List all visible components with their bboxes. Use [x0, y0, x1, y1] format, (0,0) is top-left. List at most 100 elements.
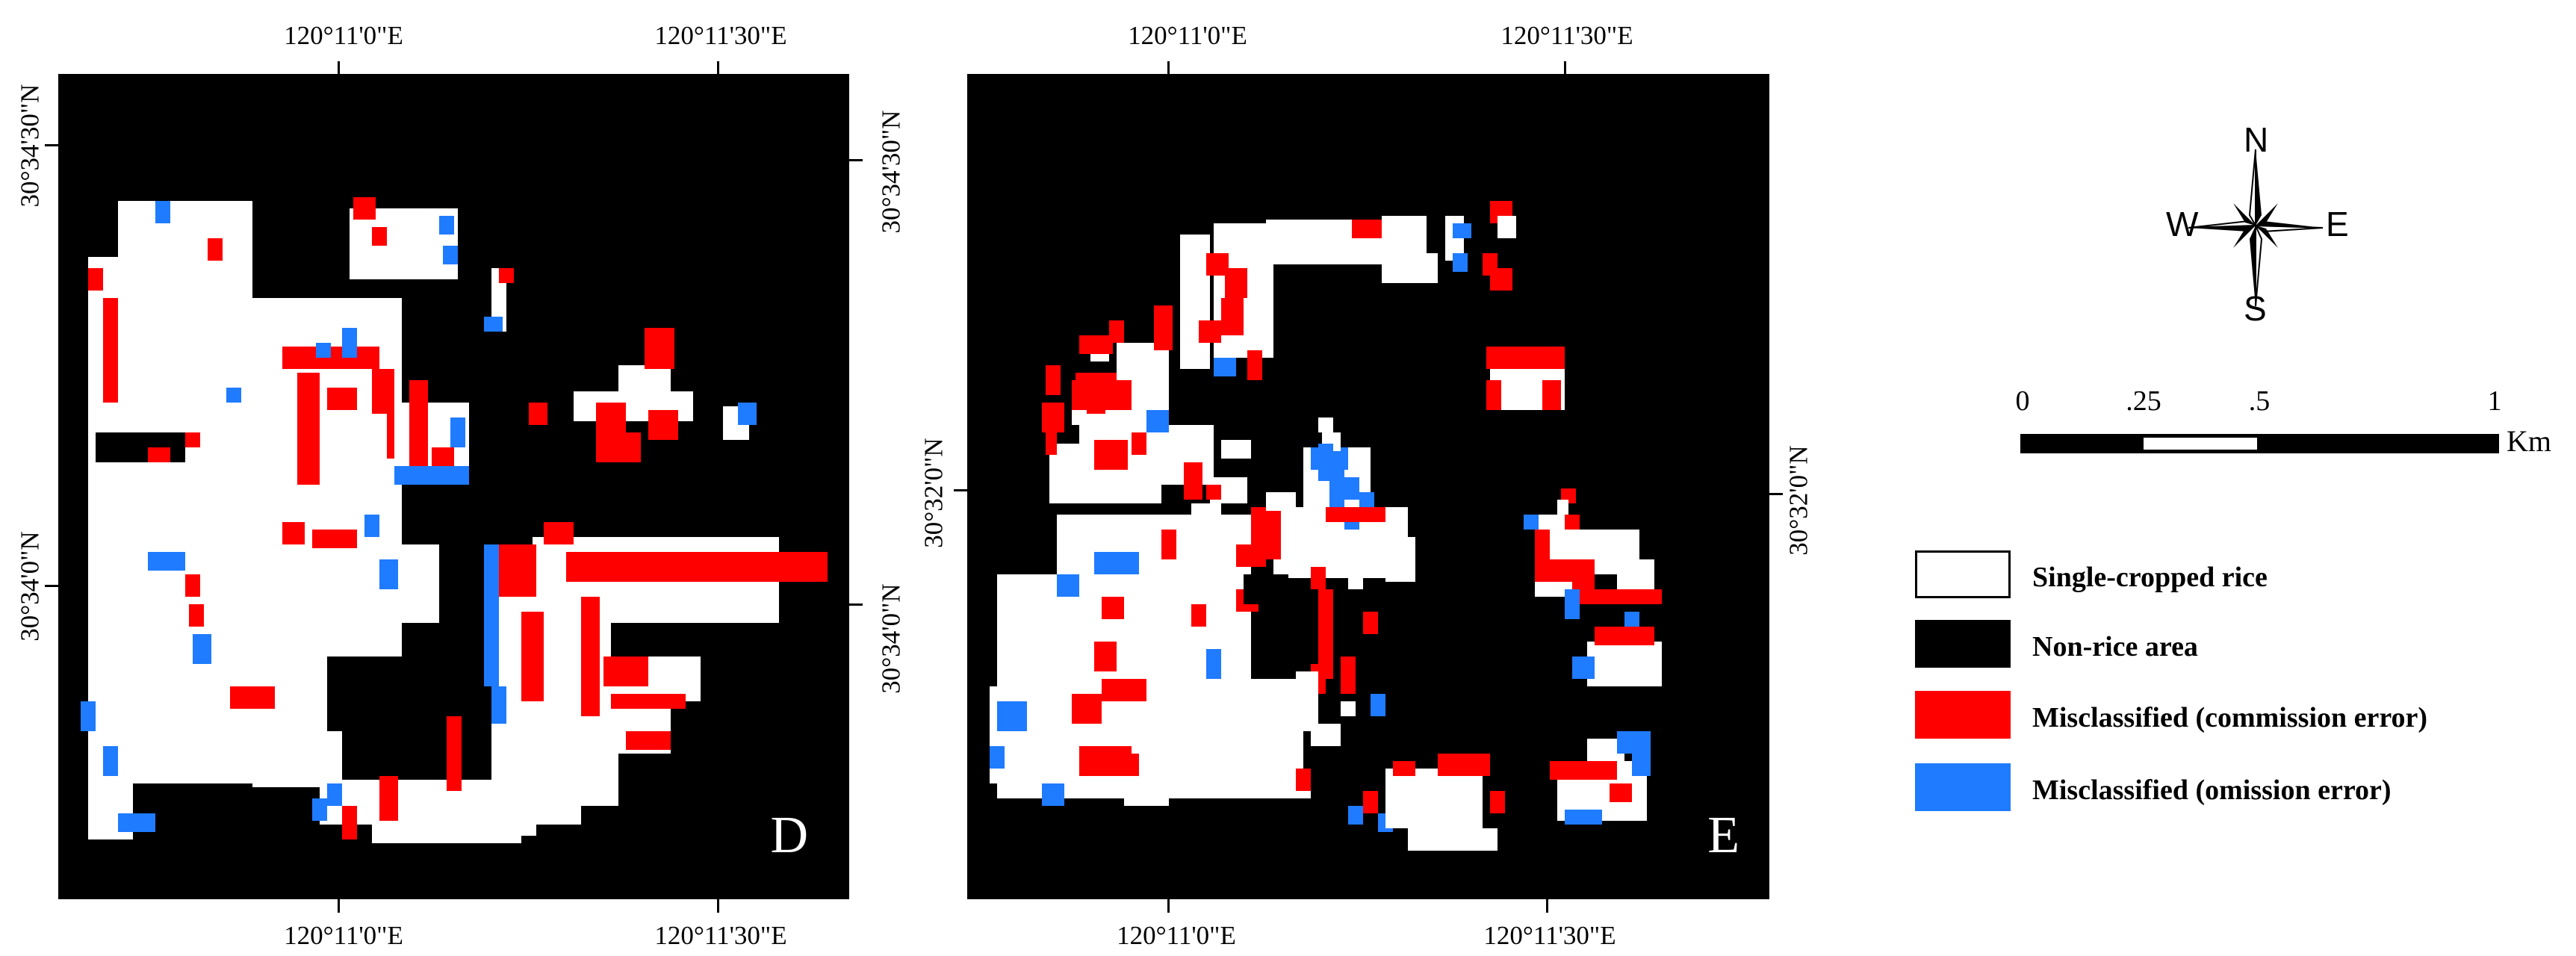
panel-d-bottom-label-2: 120°11'30"E: [654, 921, 787, 950]
omission-patch: [450, 418, 465, 447]
panel-e-top-tick: [1167, 61, 1170, 75]
rice-patch: [1617, 559, 1654, 589]
omission-patch: [148, 552, 185, 571]
panel-d-left-tick: [45, 585, 58, 587]
omission-patch: [1524, 515, 1539, 530]
panel-e-left-tick: [954, 489, 967, 491]
commission-patch: [447, 716, 462, 791]
commission-patch: [1102, 679, 1146, 701]
panel-d-top-label-1: 120°11'0"E: [284, 21, 403, 50]
scale-bar-segment: [2144, 438, 2257, 450]
omission-patch: [103, 746, 118, 776]
commission-patch: [379, 776, 398, 821]
scale-label-0: 0: [2015, 385, 2030, 417]
omission-patch: [990, 746, 1005, 769]
commission-patch: [581, 597, 600, 716]
rice-patch: [1341, 701, 1356, 716]
panel-e-right-tick: [1769, 493, 1783, 495]
commission-patch: [1535, 559, 1595, 582]
rice-patch: [1132, 731, 1161, 754]
omission-patch: [1572, 657, 1595, 679]
commission-patch: [1236, 544, 1266, 567]
rice-patch: [1348, 559, 1363, 589]
omission-patch: [443, 246, 458, 264]
omission-patch: [81, 701, 96, 731]
commission-patch: [626, 731, 671, 750]
rice-patch: [618, 365, 671, 403]
commission-patch: [1221, 298, 1244, 335]
omission-patch: [1565, 810, 1602, 825]
omission-patch: [155, 201, 170, 223]
omission-patch: [1453, 223, 1471, 238]
commission-patch: [529, 403, 547, 425]
omission-patch: [312, 798, 327, 821]
commission-patch: [327, 388, 357, 410]
commission-patch: [1393, 761, 1415, 776]
omission-patch: [491, 686, 506, 724]
compass-east-label: E: [2326, 205, 2349, 243]
legend-label-non-rice: Non-rice area: [2032, 631, 2198, 662]
commission-patch: [1296, 769, 1311, 791]
map-panel-d: D: [58, 74, 849, 899]
commission-patch: [1624, 589, 1662, 604]
rice-patch: [581, 746, 618, 806]
commission-patch: [521, 612, 544, 701]
omission-patch: [439, 216, 454, 235]
panel-d-right-label-2: 30°34'0"N: [876, 583, 906, 694]
panel-e-left-label-1: 30°32'0"N: [919, 438, 949, 548]
rice-patch: [1318, 418, 1333, 432]
rice-patch: [1176, 432, 1206, 462]
panel-d-right-tick: [849, 159, 863, 161]
panel-d-top-tick: [717, 61, 719, 75]
omission-patch: [1371, 694, 1385, 716]
omission-patch: [484, 317, 503, 332]
omission-patch: [193, 634, 211, 664]
commission-patch: [1206, 253, 1229, 276]
commission-patch: [1352, 220, 1382, 238]
commission-patch: [1191, 604, 1206, 627]
rice-patch: [1296, 671, 1318, 731]
omission-patch: [1214, 358, 1236, 376]
rice-patch: [1244, 746, 1303, 776]
commission-patch: [342, 806, 357, 839]
panel-d-right-label-1: 30°34'30"N: [876, 110, 906, 234]
scale-label-025: .25: [2126, 385, 2161, 417]
panel-e-bottom-label-2: 120°11'30"E: [1483, 921, 1616, 950]
commission-patch: [208, 238, 223, 261]
compass-north-label: N: [2244, 120, 2269, 159]
commission-patch: [88, 268, 103, 291]
commission-patch: [1363, 612, 1378, 634]
rice-patch: [1012, 731, 1042, 761]
panel-e-right-label-1: 30°32'0"N: [1784, 445, 1813, 556]
rice-patch: [1385, 769, 1483, 828]
omission-patch: [1632, 731, 1651, 776]
commission-patch: [1046, 365, 1061, 395]
panel-d-bottom-tick: [717, 899, 719, 913]
commission-patch: [282, 522, 305, 544]
rice-patch: [1311, 724, 1341, 746]
omission-patch: [1094, 552, 1139, 574]
legend-label-omission: Misclassified (omission error): [2032, 775, 2392, 806]
panel-d-right-tick: [849, 603, 863, 606]
omission-patch: [226, 388, 241, 403]
legend-label-commission: Misclassified (commission error): [2032, 702, 2428, 733]
commission-patch: [544, 522, 574, 544]
commission-patch: [312, 530, 357, 548]
scale-bar: [2020, 434, 2499, 453]
scale-label-05: .5: [2248, 385, 2271, 417]
panel-letter-e: E: [1707, 807, 1739, 864]
commission-patch: [1565, 515, 1580, 530]
commission-patch: [282, 347, 379, 369]
omission-patch: [364, 515, 379, 537]
commission-patch: [1094, 642, 1117, 671]
commission-patch: [1206, 485, 1221, 500]
commission-patch: [1341, 657, 1356, 694]
commission-patch: [611, 694, 686, 709]
omission-patch: [316, 343, 331, 358]
omission-patch: [327, 783, 342, 806]
omission-patch: [484, 544, 499, 686]
omission-patch: [1565, 589, 1580, 619]
commission-patch: [1247, 350, 1262, 380]
commission-patch: [409, 380, 428, 470]
panel-d-top-label-2: 120°11'30"E: [654, 21, 787, 50]
